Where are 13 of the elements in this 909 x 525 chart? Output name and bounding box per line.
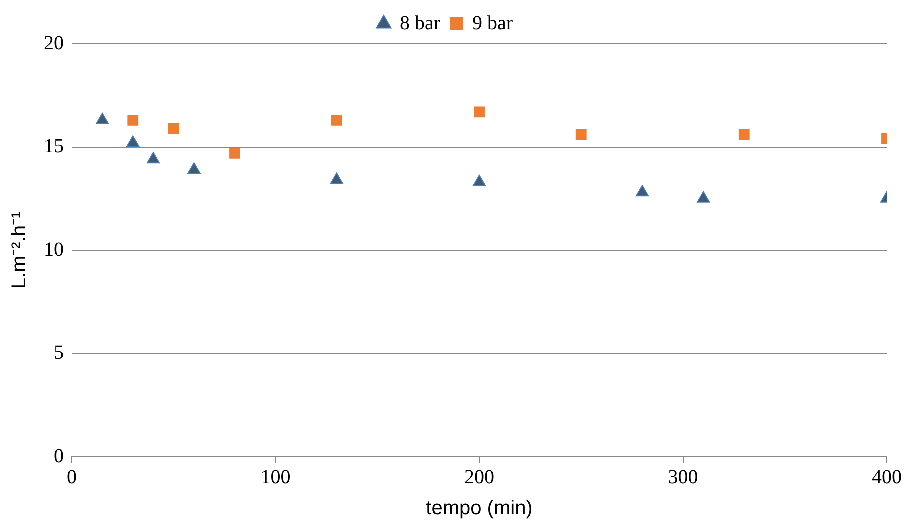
y-tick-label: 10 (44, 238, 64, 261)
x-tick-label: 300 (668, 466, 698, 488)
y-tick-label: 15 (44, 136, 64, 158)
legend-label: 9 bar (472, 12, 514, 34)
x-tick-label: 200 (464, 466, 494, 488)
y-tick-label: 5 (54, 342, 64, 364)
x-axis-title: tempo (min) (426, 498, 533, 520)
x-tick-label: 100 (260, 466, 291, 488)
y-tick-label: 0 (54, 445, 64, 468)
legend-label: 8 bar (400, 12, 441, 34)
y-tick-label: 20 (44, 32, 64, 54)
x-tick-label: 400 (872, 466, 902, 488)
y-axis-title: L.m⁻².h⁻¹ (8, 211, 31, 290)
